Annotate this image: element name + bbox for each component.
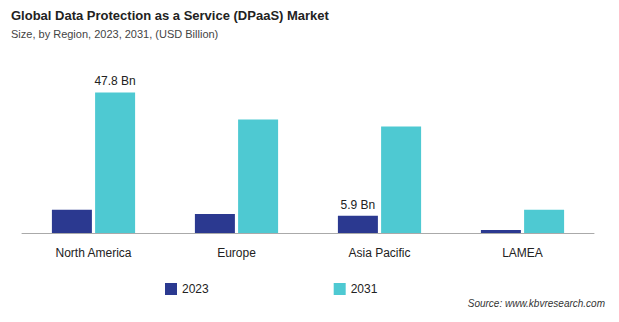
svg-text:Size, by Region, 2023, 2031, (: Size, by Region, 2023, 2031, (USD Billio… — [11, 28, 218, 40]
svg-text:2023: 2023 — [182, 282, 209, 296]
svg-text:47.8 Bn: 47.8 Bn — [94, 74, 135, 88]
svg-text:LAMEA: LAMEA — [502, 246, 543, 260]
svg-text:Global Data Protection as a Se: Global Data Protection as a Service (DPa… — [11, 8, 330, 23]
svg-text:North America: North America — [55, 246, 131, 260]
svg-text:Source: www.kbvresearch.com: Source: www.kbvresearch.com — [468, 298, 605, 309]
svg-text:Asia Pacific: Asia Pacific — [348, 246, 410, 260]
svg-text:2031: 2031 — [351, 282, 378, 296]
svg-text:5.9 Bn: 5.9 Bn — [341, 198, 376, 212]
svg-text:Europe: Europe — [217, 246, 256, 260]
